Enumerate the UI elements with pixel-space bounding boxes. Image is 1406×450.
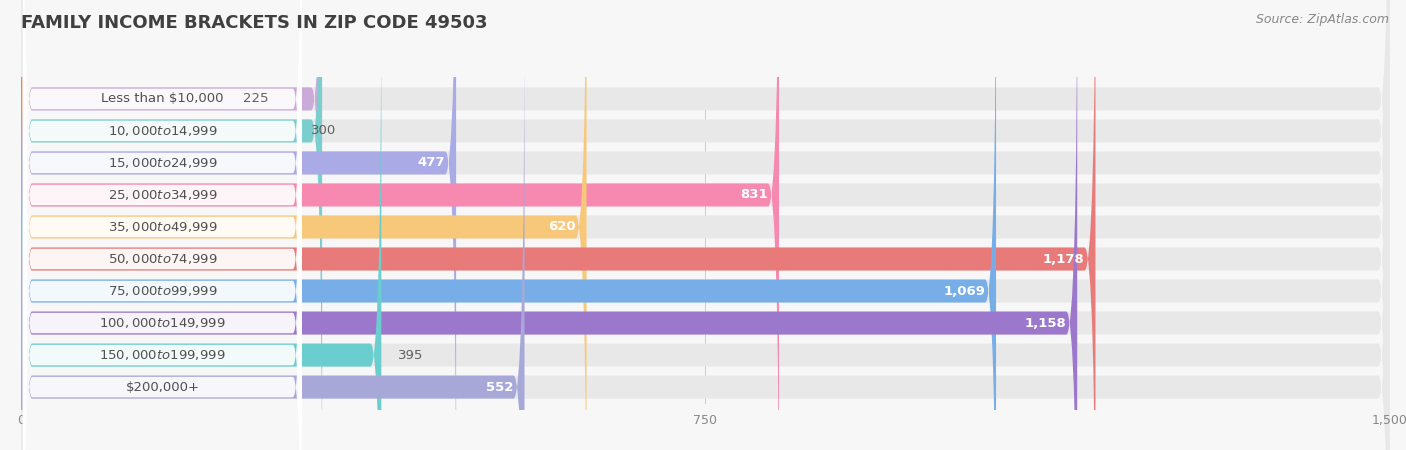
Text: $25,000 to $34,999: $25,000 to $34,999 — [108, 188, 218, 202]
Text: 300: 300 — [311, 125, 336, 137]
Text: Less than $10,000: Less than $10,000 — [101, 92, 224, 105]
Text: 552: 552 — [486, 381, 513, 394]
FancyBboxPatch shape — [21, 0, 322, 450]
FancyBboxPatch shape — [21, 0, 1389, 450]
Text: $35,000 to $49,999: $35,000 to $49,999 — [108, 220, 218, 234]
FancyBboxPatch shape — [22, 0, 302, 409]
FancyBboxPatch shape — [21, 0, 1095, 450]
Text: 225: 225 — [243, 92, 269, 105]
FancyBboxPatch shape — [22, 0, 302, 450]
FancyBboxPatch shape — [21, 0, 1389, 450]
FancyBboxPatch shape — [22, 0, 302, 441]
FancyBboxPatch shape — [21, 0, 1389, 450]
Text: $100,000 to $149,999: $100,000 to $149,999 — [100, 316, 226, 330]
Text: $10,000 to $14,999: $10,000 to $14,999 — [108, 124, 218, 138]
FancyBboxPatch shape — [21, 14, 524, 450]
FancyBboxPatch shape — [21, 0, 1389, 450]
Text: $50,000 to $74,999: $50,000 to $74,999 — [108, 252, 218, 266]
FancyBboxPatch shape — [21, 0, 381, 450]
Text: 831: 831 — [741, 189, 768, 202]
FancyBboxPatch shape — [22, 13, 302, 450]
FancyBboxPatch shape — [22, 0, 302, 450]
Text: Source: ZipAtlas.com: Source: ZipAtlas.com — [1256, 14, 1389, 27]
FancyBboxPatch shape — [21, 14, 1389, 450]
FancyBboxPatch shape — [22, 0, 302, 450]
Text: $150,000 to $199,999: $150,000 to $199,999 — [100, 348, 226, 362]
FancyBboxPatch shape — [21, 0, 322, 450]
Text: 395: 395 — [398, 349, 423, 361]
FancyBboxPatch shape — [21, 0, 1389, 450]
Text: 1,178: 1,178 — [1043, 252, 1084, 266]
FancyBboxPatch shape — [21, 0, 1077, 450]
FancyBboxPatch shape — [21, 0, 456, 450]
Text: $200,000+: $200,000+ — [125, 381, 200, 394]
FancyBboxPatch shape — [22, 0, 302, 450]
FancyBboxPatch shape — [21, 0, 1389, 450]
Text: 1,158: 1,158 — [1025, 316, 1066, 329]
FancyBboxPatch shape — [21, 0, 1389, 450]
Text: 620: 620 — [548, 220, 575, 234]
Text: 477: 477 — [418, 157, 446, 170]
Text: FAMILY INCOME BRACKETS IN ZIP CODE 49503: FAMILY INCOME BRACKETS IN ZIP CODE 49503 — [21, 14, 488, 32]
FancyBboxPatch shape — [21, 0, 1389, 450]
FancyBboxPatch shape — [21, 0, 586, 450]
Text: $15,000 to $24,999: $15,000 to $24,999 — [108, 156, 218, 170]
FancyBboxPatch shape — [22, 0, 302, 450]
FancyBboxPatch shape — [22, 45, 302, 450]
Text: $75,000 to $99,999: $75,000 to $99,999 — [108, 284, 218, 298]
FancyBboxPatch shape — [21, 0, 779, 450]
FancyBboxPatch shape — [21, 0, 995, 450]
FancyBboxPatch shape — [22, 77, 302, 450]
Text: 1,069: 1,069 — [943, 284, 986, 297]
FancyBboxPatch shape — [21, 0, 1389, 450]
